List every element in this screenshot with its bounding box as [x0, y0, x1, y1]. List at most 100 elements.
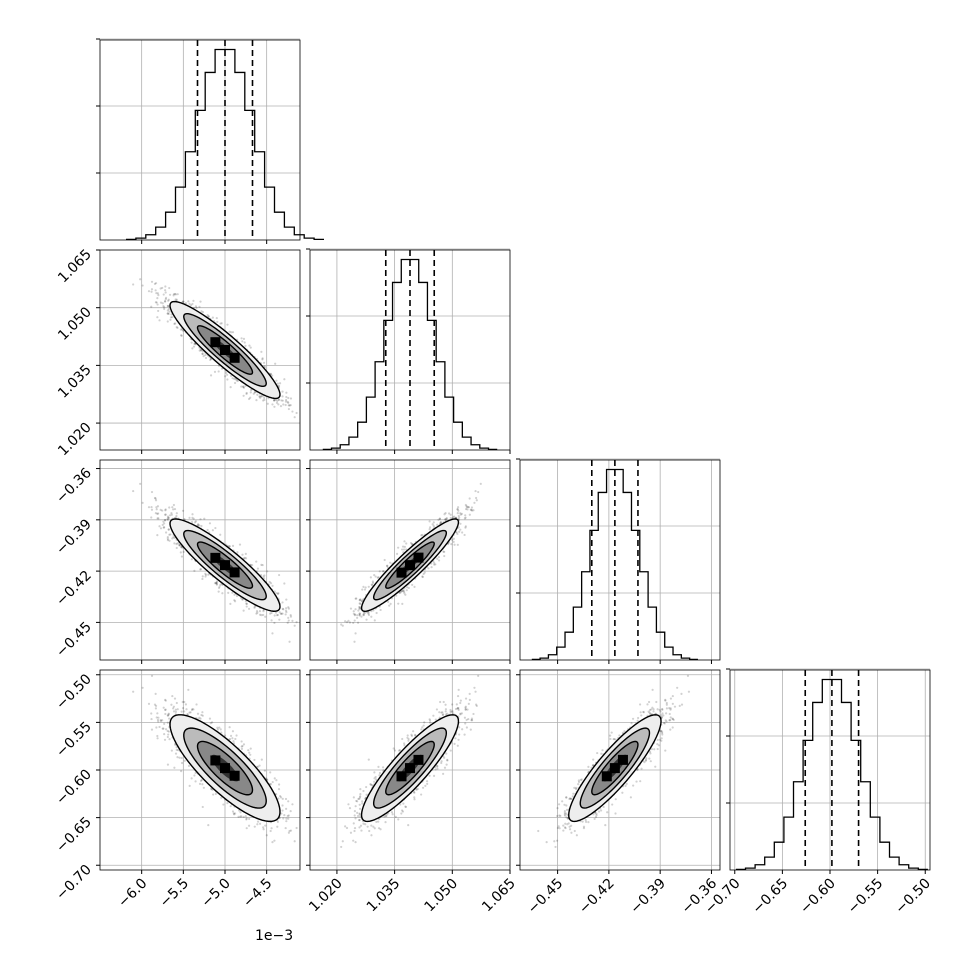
sample-point — [273, 590, 276, 593]
sample-point — [287, 607, 290, 610]
sample-point — [303, 414, 305, 416]
sample-point — [201, 577, 204, 581]
sample-point — [153, 496, 157, 500]
sample-point — [156, 292, 160, 295]
panel-frame — [99, 39, 301, 241]
sample-point — [458, 516, 461, 519]
sample-point — [295, 411, 298, 415]
sample-point — [275, 614, 279, 617]
sample-point — [269, 372, 272, 375]
sample-point — [166, 539, 170, 542]
sample-point — [241, 598, 244, 601]
sample-point — [386, 564, 389, 567]
sample-point — [191, 513, 194, 516]
sample-point — [182, 300, 185, 303]
sample-point — [178, 544, 181, 547]
sample-point — [159, 287, 162, 290]
sample-point — [150, 505, 153, 509]
sample-point — [215, 582, 218, 586]
sample-point — [463, 517, 467, 520]
sample-point — [166, 320, 169, 323]
sample-point — [175, 326, 178, 329]
sample-point — [470, 508, 473, 511]
sample-point — [168, 293, 172, 296]
sample-point — [281, 399, 284, 402]
sample-point — [150, 288, 154, 291]
sample-point — [456, 532, 459, 536]
sample-point — [245, 605, 248, 608]
sample-point — [464, 514, 467, 517]
sample-point — [285, 611, 288, 614]
sample-point — [215, 581, 218, 585]
sample-point — [199, 300, 202, 303]
sample-point — [169, 316, 173, 319]
sample-point — [269, 373, 273, 376]
sample-point — [181, 328, 184, 332]
sample-point — [263, 396, 266, 399]
sample-point — [219, 583, 222, 586]
sample-point — [201, 352, 204, 355]
sample-point — [256, 393, 259, 396]
sample-point — [255, 612, 258, 615]
sample-point — [431, 523, 434, 526]
sample-point — [162, 293, 165, 296]
sample-point — [287, 616, 290, 619]
sample-point — [166, 537, 169, 540]
sample-point — [403, 540, 406, 543]
sample-point — [204, 575, 207, 578]
sample-point — [218, 585, 221, 588]
histogram-panel-2 — [306, 248, 511, 451]
sample-point — [147, 506, 151, 509]
sample-point — [468, 513, 471, 516]
sample-point — [178, 543, 181, 546]
sample-point — [157, 512, 160, 515]
sample-point — [167, 298, 170, 301]
sample-point — [401, 602, 404, 605]
sample-point — [166, 517, 169, 520]
sample-point — [288, 404, 291, 407]
sample-point — [287, 407, 290, 411]
sample-point — [365, 618, 368, 621]
sample-point — [367, 612, 370, 615]
density-peak — [220, 345, 230, 355]
sample-point — [344, 620, 347, 623]
sample-point — [182, 550, 185, 554]
sample-point — [456, 508, 459, 511]
sample-point — [287, 619, 290, 622]
sample-point — [174, 516, 177, 519]
sample-point — [439, 521, 442, 524]
sample-point — [198, 305, 201, 308]
sample-point — [388, 604, 391, 607]
sample-point — [287, 401, 290, 404]
sample-point — [180, 555, 184, 558]
sample-point — [171, 537, 174, 540]
sample-point — [260, 350, 263, 353]
sample-point — [167, 308, 170, 311]
sample-point — [243, 341, 246, 344]
sample-point — [245, 602, 248, 606]
sample-point — [270, 611, 273, 615]
sample-point — [360, 599, 363, 603]
sample-point — [241, 340, 244, 343]
sample-point — [200, 524, 203, 528]
sample-point — [132, 489, 135, 493]
sample-point — [219, 533, 222, 536]
sample-point — [168, 286, 171, 290]
sample-point — [153, 282, 157, 285]
sample-point — [164, 285, 167, 288]
histogram-step — [531, 468, 698, 661]
sample-point — [413, 585, 416, 588]
sample-point — [402, 551, 405, 554]
sample-point — [204, 573, 208, 576]
sample-point — [187, 300, 190, 303]
sample-point — [209, 374, 213, 377]
sample-point — [256, 611, 259, 614]
sample-point — [285, 395, 288, 399]
sample-point — [162, 520, 165, 523]
sample-point — [400, 589, 404, 593]
sample-point — [173, 542, 176, 545]
sample-point — [449, 513, 452, 516]
sample-point — [240, 385, 243, 388]
sample-point — [459, 512, 462, 515]
sample-point — [250, 389, 253, 392]
